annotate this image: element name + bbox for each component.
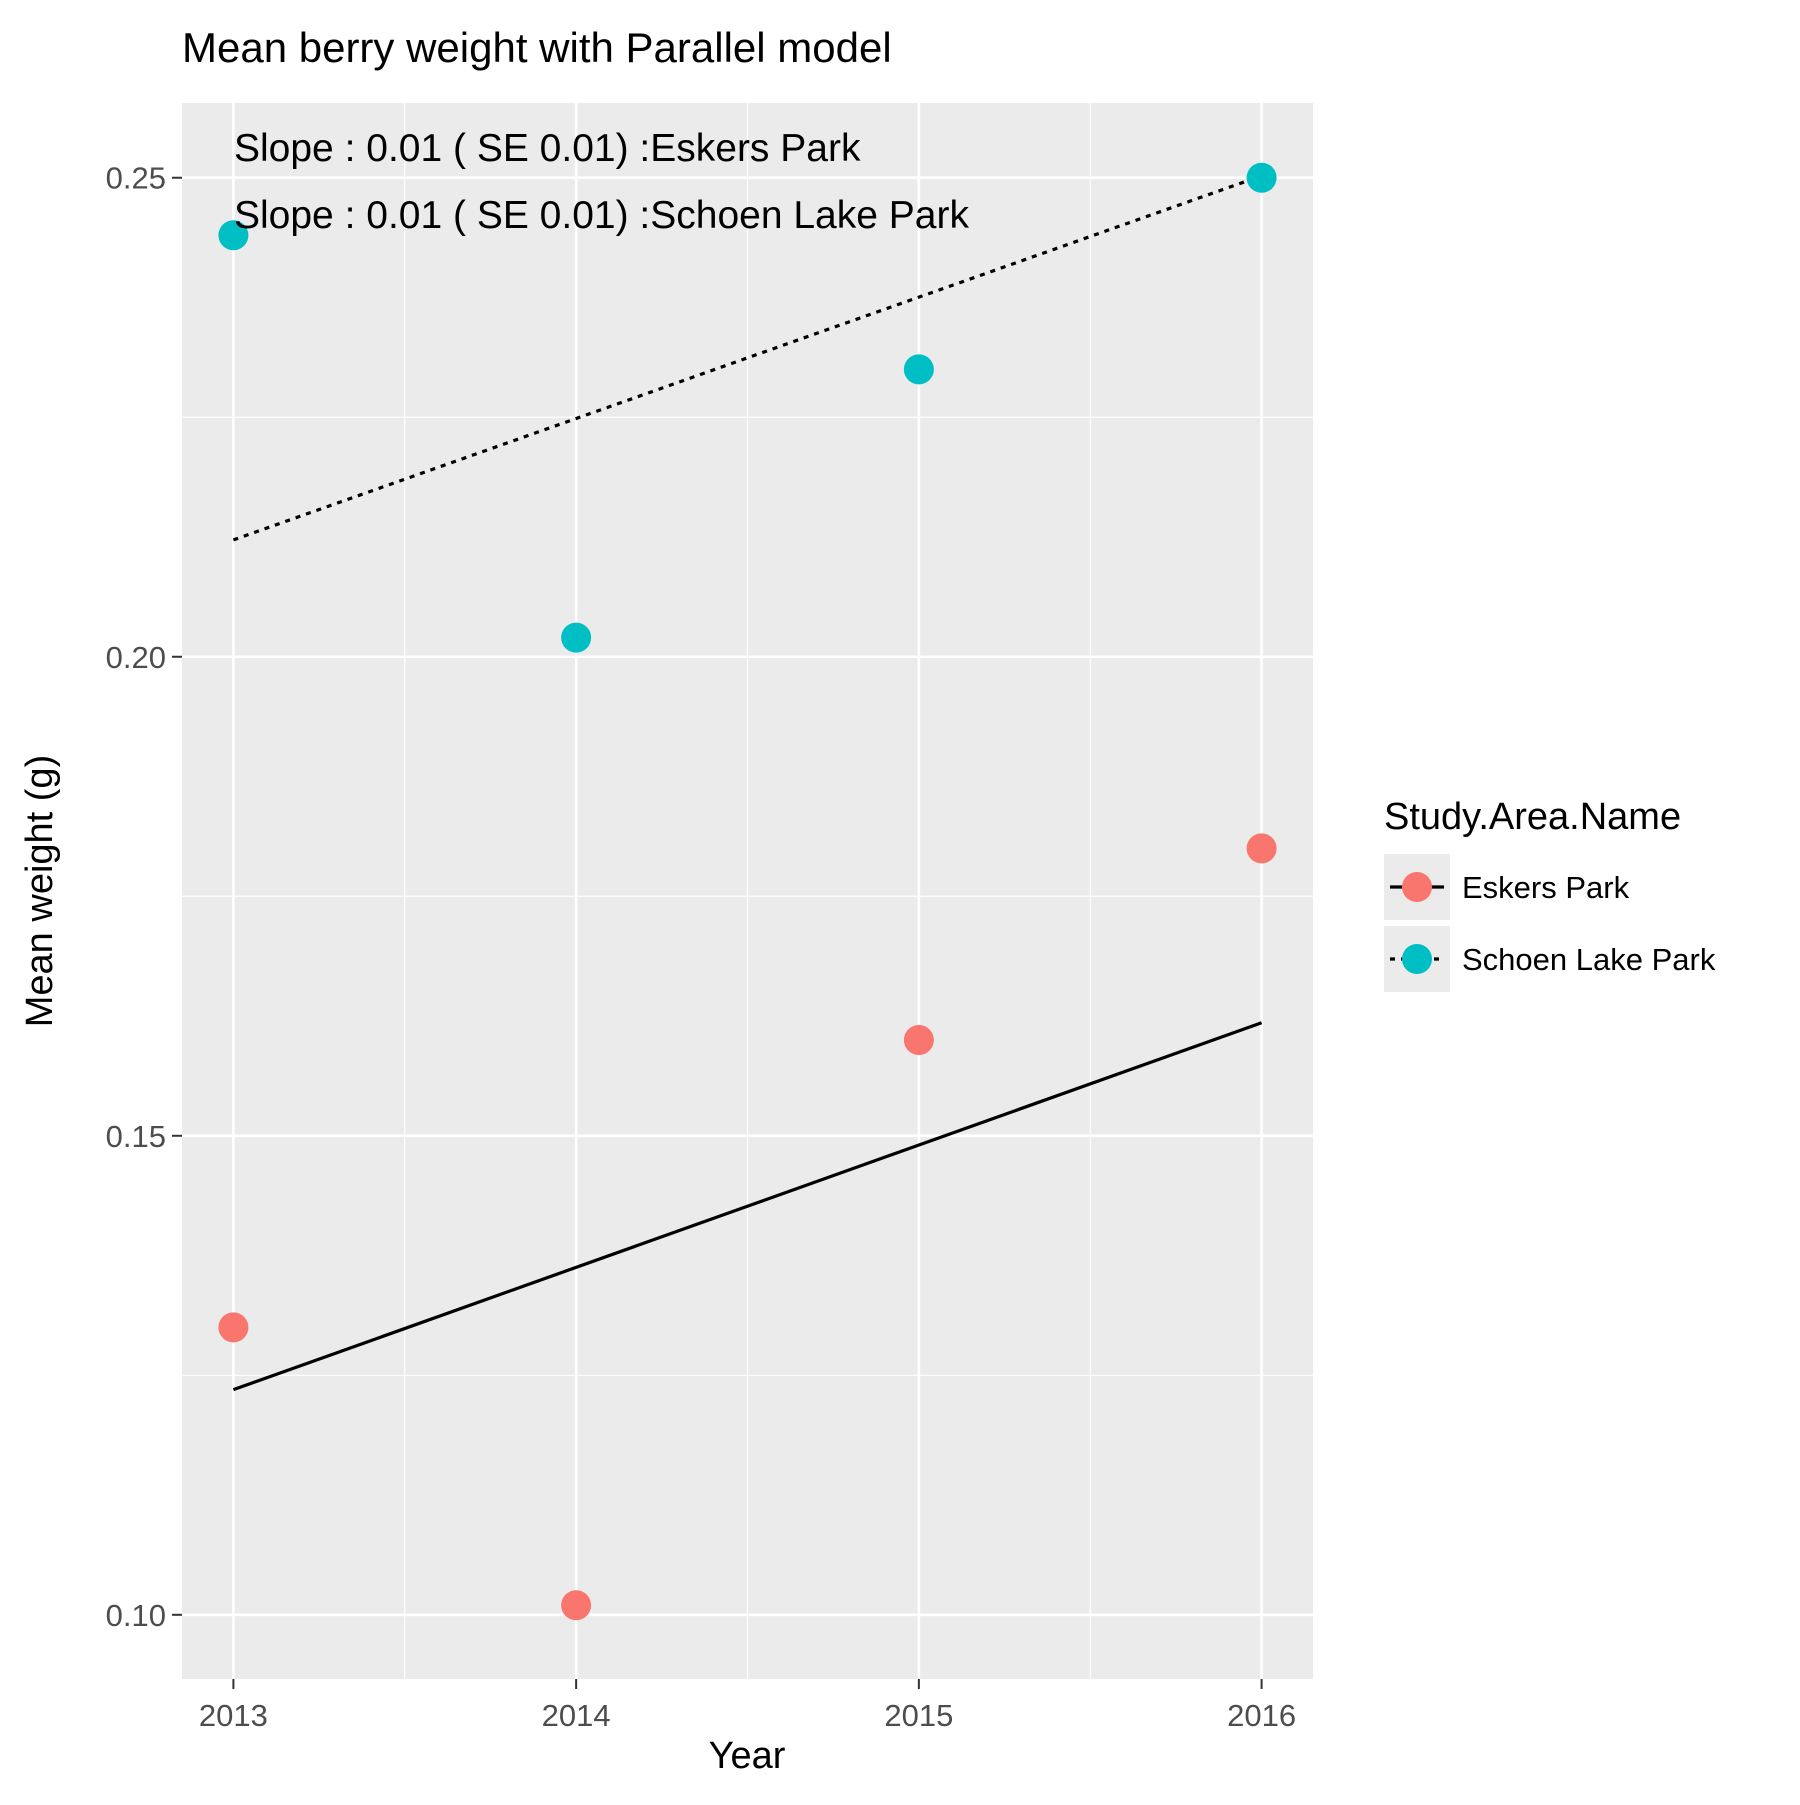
slope-annotation: Slope : 0.01 ( SE 0.01) :Eskers Park (234, 127, 861, 170)
x-tick-label: 2014 (542, 1698, 611, 1733)
legend-label: Schoen Lake Park (1462, 942, 1716, 977)
slope-annotations: Slope : 0.01 ( SE 0.01) :Eskers Park Slop… (234, 127, 969, 237)
x-tick-label: 2015 (884, 1698, 953, 1733)
legend-key-point (1402, 872, 1432, 902)
data-points (218, 162, 1277, 1621)
axes: 2013 2014 2015 2016 0.10 0.15 0.20 0.25 (106, 161, 1296, 1733)
x-tick-label: 2016 (1227, 1698, 1296, 1733)
data-point (903, 354, 934, 385)
data-point (561, 622, 592, 653)
x-tick-label: 2013 (199, 1698, 268, 1733)
data-point (218, 220, 249, 251)
legend-title: Study.Area.Name (1384, 796, 1681, 838)
y-tick-label: 0.25 (106, 161, 166, 196)
data-point (561, 1590, 592, 1621)
y-tick-label: 0.10 (106, 1598, 166, 1633)
data-point (1246, 833, 1277, 864)
data-point (903, 1024, 934, 1055)
y-axis-title: Mean weight (g) (19, 755, 61, 1027)
grid-lines (182, 103, 1313, 1679)
legend-label: Eskers Park (1462, 870, 1630, 905)
chart-title: Mean berry weight with Parallel model (182, 24, 892, 71)
y-tick-label: 0.15 (106, 1119, 166, 1154)
fit-lines (232, 174, 1263, 1392)
legend: Study.Area.Name Eskers Park Schoen Lake P… (1384, 796, 1716, 992)
data-point (1246, 162, 1277, 193)
x-axis-title: Year (709, 1735, 786, 1777)
y-tick-label: 0.20 (106, 640, 166, 675)
slope-annotation: Slope : 0.01 ( SE 0.01) :Schoen Lake Par… (234, 194, 969, 237)
legend-key-point (1402, 944, 1432, 974)
fit-line (232, 1021, 1263, 1392)
data-point (218, 1312, 249, 1343)
